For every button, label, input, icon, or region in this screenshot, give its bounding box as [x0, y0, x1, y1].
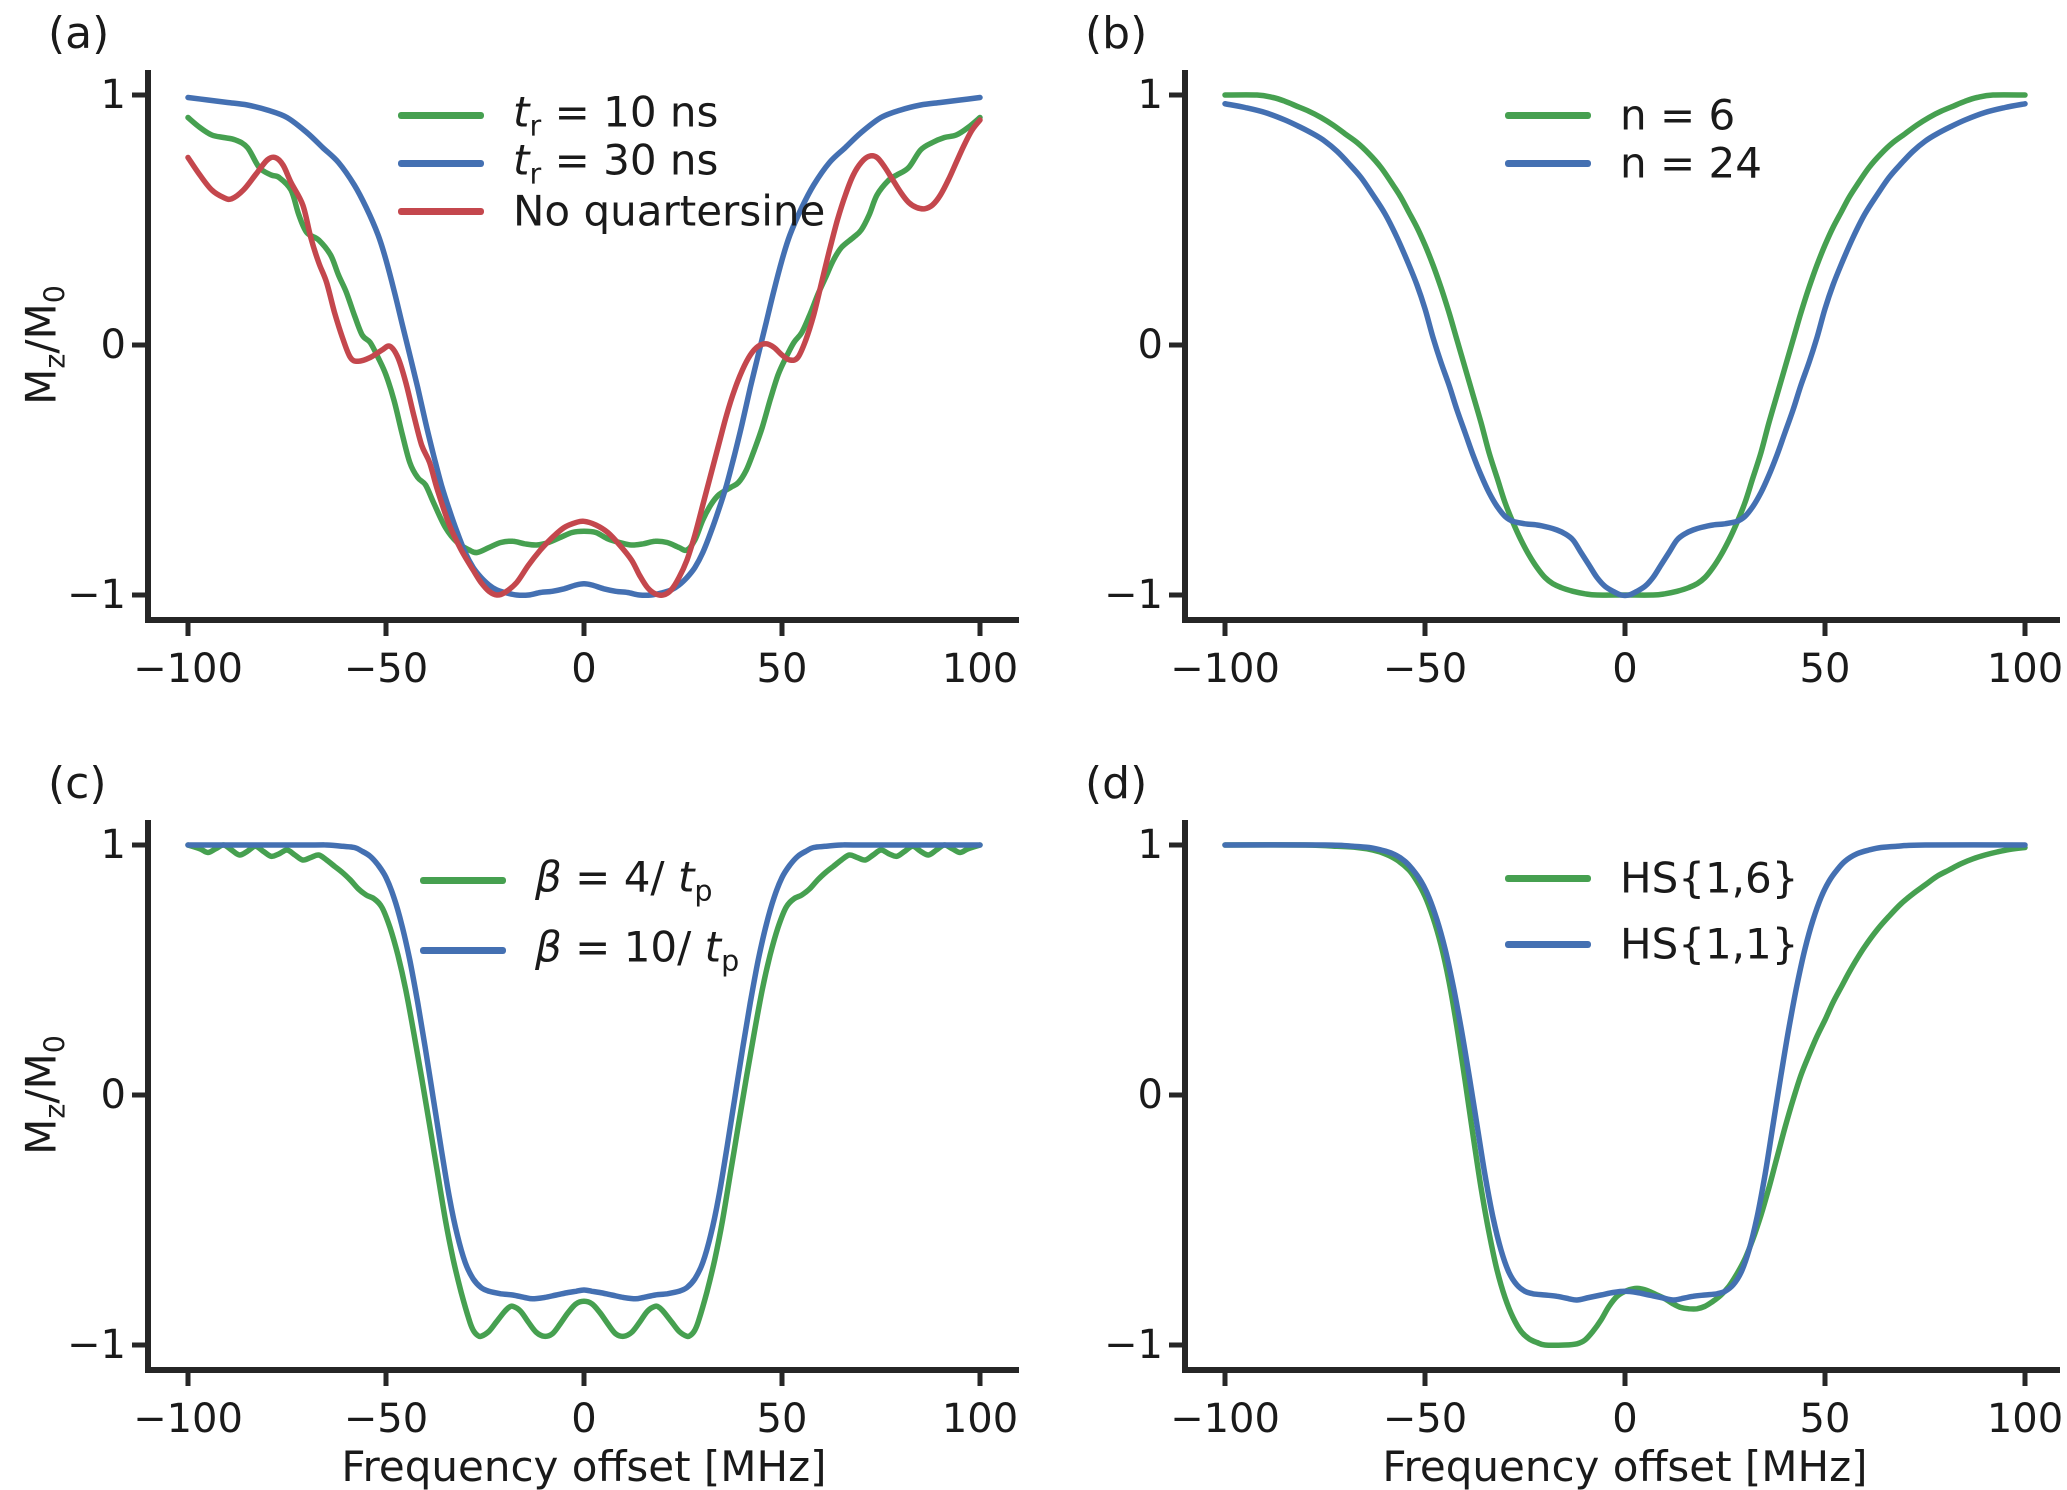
- y-tick-label: 1: [100, 822, 126, 868]
- x-tick-label: 0: [571, 1396, 597, 1442]
- legend-swatch: [1505, 941, 1591, 948]
- x-tick-label: −100: [1170, 1396, 1280, 1442]
- x-tick-label: −100: [1170, 646, 1280, 692]
- x-tick-label: −50: [1382, 1396, 1468, 1442]
- series-b-1: [1222, 101, 2028, 599]
- y-tick-label: −1: [1104, 572, 1163, 618]
- y-tick-label: −1: [67, 572, 126, 618]
- legend-entry: HS{1,1}: [1620, 919, 1799, 969]
- y-tick-label: −1: [67, 1322, 126, 1368]
- x-tick-label: 0: [1612, 646, 1638, 692]
- x-tick-label: 0: [571, 646, 597, 692]
- x-tick-label: −50: [343, 646, 429, 692]
- series-c-1: [185, 842, 983, 1302]
- legend-swatch: [398, 160, 484, 167]
- axis-spine: [145, 70, 1019, 623]
- y-tick-label: 1: [1137, 822, 1163, 868]
- series-d-1: [1222, 842, 2028, 1303]
- axis-spine: [145, 820, 1019, 1373]
- legend-entry: β = 10/ tp: [535, 922, 740, 978]
- series-a-0: [185, 114, 983, 556]
- y-tick-label: 0: [100, 322, 126, 368]
- panel-b-axes: [1169, 70, 2060, 636]
- x-tick-label: −50: [343, 1396, 429, 1442]
- y-tick-label: 1: [1137, 72, 1163, 118]
- panel-d-xlabel: Frequency offset [MHz]: [1382, 1442, 1868, 1490]
- x-tick-label: −50: [1382, 646, 1468, 692]
- legend-swatch: [1505, 160, 1591, 167]
- legend-entry: HS{1,6}: [1620, 853, 1799, 903]
- panel-c-xlabel: Frequency offset [MHz]: [341, 1442, 827, 1490]
- x-tick-label: 50: [1799, 1396, 1851, 1442]
- legend-swatch: [1505, 875, 1591, 882]
- x-tick-label: 50: [756, 1396, 808, 1442]
- series-c-0: [185, 842, 983, 1340]
- legend-swatch: [398, 208, 484, 215]
- legend-swatch: [398, 112, 484, 119]
- x-tick-label: 50: [1799, 646, 1851, 692]
- legend-swatch: [420, 877, 506, 884]
- y-tick-label: 0: [100, 1072, 126, 1118]
- x-tick-label: −100: [133, 1396, 243, 1442]
- panel-c-axes: [132, 820, 1019, 1386]
- x-tick-label: −100: [133, 646, 243, 692]
- x-tick-label: 100: [1986, 646, 2064, 692]
- x-tick-label: 0: [1612, 1396, 1638, 1442]
- series-a-2: [185, 117, 983, 598]
- legend-swatch: [420, 947, 506, 954]
- legend-entry: n = 6: [1620, 90, 1736, 140]
- panel-b-letter: (b): [1085, 8, 1148, 59]
- x-tick-label: 50: [756, 646, 808, 692]
- y-tick-label: 0: [1137, 1072, 1163, 1118]
- axis-spine: [1182, 70, 2060, 623]
- panel-c-letter: (c): [48, 758, 107, 809]
- legend-entry: tr = 10 ns: [513, 87, 719, 143]
- y-tick-label: 0: [1137, 322, 1163, 368]
- y-tick-label: 1: [100, 72, 126, 118]
- y-tick-label: −1: [1104, 1322, 1163, 1368]
- legend-swatch: [1505, 112, 1591, 119]
- legend-entry: No quartersine: [513, 186, 826, 236]
- legend-entry: β = 4/ tp: [535, 852, 713, 908]
- panel-a-axes: [132, 70, 1019, 636]
- x-tick-label: 100: [941, 646, 1019, 692]
- legend-entry: tr = 30 ns: [513, 135, 719, 191]
- axis-spine: [1182, 820, 2060, 1373]
- panel-a-letter: (a): [48, 8, 110, 59]
- series-a-1: [185, 94, 983, 599]
- panel-d-letter: (d): [1085, 758, 1148, 809]
- panel-d-axes: [1169, 820, 2060, 1386]
- x-tick-label: 100: [1986, 1396, 2064, 1442]
- x-tick-label: 100: [941, 1396, 1019, 1442]
- legend-entry: n = 24: [1620, 138, 1762, 188]
